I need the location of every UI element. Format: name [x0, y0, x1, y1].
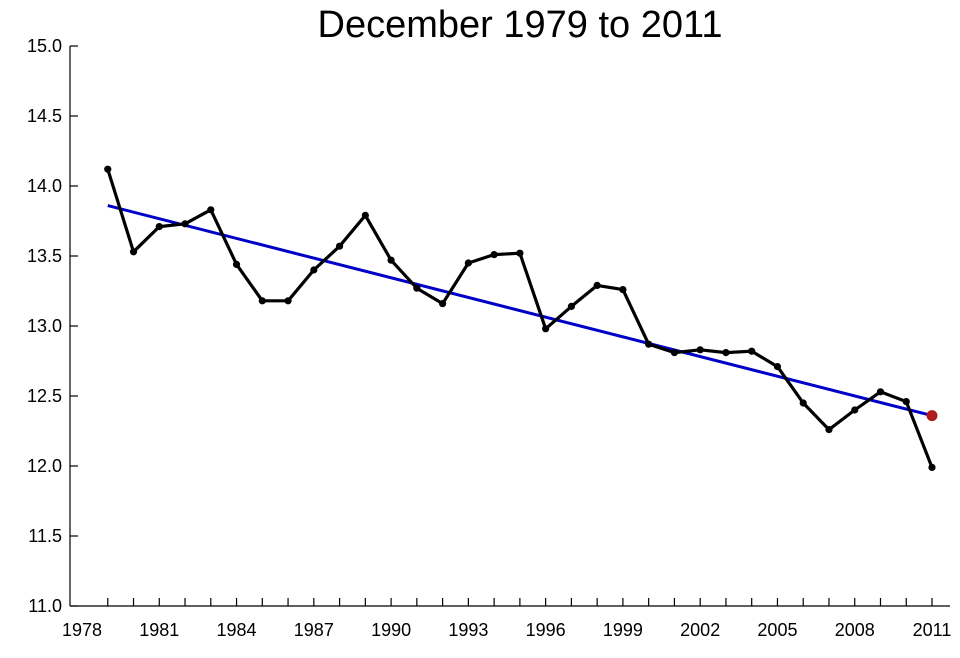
x-tick-label: 1981: [139, 620, 179, 640]
data-point: [181, 220, 189, 228]
data-point: [258, 297, 266, 305]
chart-title: December 1979 to 2011: [318, 4, 723, 46]
data-point: [232, 260, 241, 268]
data-point: [155, 223, 163, 231]
y-tick-label: 15.0: [27, 36, 62, 56]
data-point: [310, 266, 318, 274]
x-tick-label: 1984: [217, 620, 257, 640]
data-point: [335, 242, 344, 250]
data-point: [104, 165, 112, 173]
data-point: [516, 249, 524, 257]
data-point: [413, 284, 421, 292]
x-tick-group: 1978 1981 1984 1987 1990 1993 1996 1999 2002 2005…: [62, 598, 951, 640]
y-tick-label: 11.5: [28, 526, 62, 546]
data-point: [696, 346, 704, 354]
trend-line: [107, 204, 933, 418]
x-tick-label: 1993: [448, 620, 488, 640]
data-point: [619, 286, 627, 294]
x-tick-label: 2011: [913, 620, 952, 640]
y-tick-label: 14.5: [27, 106, 62, 126]
data-point: [387, 256, 395, 264]
data-point: [207, 206, 215, 214]
y-tick-label: 13.0: [27, 316, 62, 336]
data-point: [928, 463, 936, 471]
data-point: [851, 406, 859, 414]
x-tick-label: 2002: [680, 620, 720, 640]
x-tick-label: 1987: [294, 620, 334, 640]
data-point: [645, 340, 653, 348]
series-group: [104, 165, 938, 471]
data-point: [876, 388, 885, 396]
y-tick-group: 11.0 11.5 12.0 12.5 13.0 13.5 14.0 14.5 15.0: [27, 36, 78, 616]
data-point: [129, 248, 138, 256]
data-point: [773, 363, 782, 371]
data-point: [825, 426, 833, 434]
data-point: [490, 251, 498, 259]
data-point: [542, 325, 550, 333]
data-point: [464, 259, 472, 267]
x-tick-label: 1996: [526, 620, 566, 640]
highlight-point: [926, 410, 938, 422]
y-tick-label: 11.0: [28, 596, 62, 616]
series-line: [106, 168, 934, 468]
data-point: [439, 300, 447, 308]
x-tick-label: 2008: [835, 620, 875, 640]
data-point: [748, 347, 756, 355]
y-tick-label: 13.5: [27, 246, 62, 266]
data-point: [670, 349, 679, 357]
y-tick-label: 12.5: [27, 386, 62, 406]
x-tick-label: 2005: [757, 620, 797, 640]
data-point: [361, 211, 369, 219]
data-point: [567, 302, 575, 310]
data-point: [284, 297, 292, 305]
data-point: [799, 399, 807, 407]
x-tick-label: 1978: [62, 620, 102, 640]
x-tick-label: 1990: [371, 620, 411, 640]
data-point: [902, 398, 910, 406]
y-tick-label: 12.0: [27, 456, 62, 476]
y-tick-label: 14.0: [27, 176, 62, 196]
data-point: [593, 281, 601, 289]
data-point: [722, 349, 730, 357]
x-tick-label: 1999: [603, 620, 643, 640]
